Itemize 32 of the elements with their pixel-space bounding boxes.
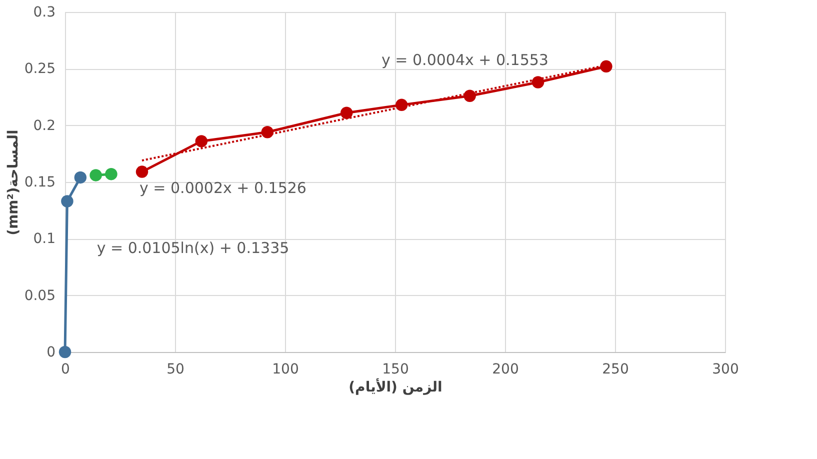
annotation: y = 0.0002x + 0.1526 (140, 179, 306, 197)
y-tick-label: 0.1 (33, 231, 56, 248)
y-axis-title: (mm²)المساحة (5, 130, 22, 236)
x-tick-label: 50 (166, 362, 184, 378)
point (136, 166, 148, 178)
point (195, 135, 208, 148)
point (395, 98, 408, 112)
y-tick-label: 0.25 (24, 61, 56, 78)
point (61, 195, 74, 208)
x-tick-label: 0 (61, 362, 70, 378)
y-tick-label: 0.2 (33, 118, 56, 134)
annotation: y = 0.0105ln(x) + 0.1335 (96, 239, 290, 257)
y-tick-label: 0.3 (33, 4, 56, 20)
point (74, 171, 87, 184)
point (532, 76, 544, 88)
x-tick-label: 250 (602, 362, 629, 378)
y-tick-label: 0.15 (24, 174, 56, 190)
annotation: y = 0.0004x + 0.1553 (382, 51, 548, 69)
x-axis-title: الزمن (الأيام) (348, 378, 442, 396)
x-tick-label: 300 (712, 362, 739, 378)
x-tick-label: 200 (492, 362, 519, 378)
point (261, 126, 274, 138)
y-tick-label: 0.05 (24, 288, 56, 304)
point (464, 90, 476, 102)
x-tick-label: 150 (382, 362, 409, 378)
point (600, 60, 612, 73)
point (340, 106, 353, 119)
point (105, 168, 118, 180)
point (58, 346, 72, 358)
x-tick-label: 100 (272, 362, 299, 378)
point (90, 169, 102, 182)
y-tick-label: 0 (46, 344, 56, 360)
